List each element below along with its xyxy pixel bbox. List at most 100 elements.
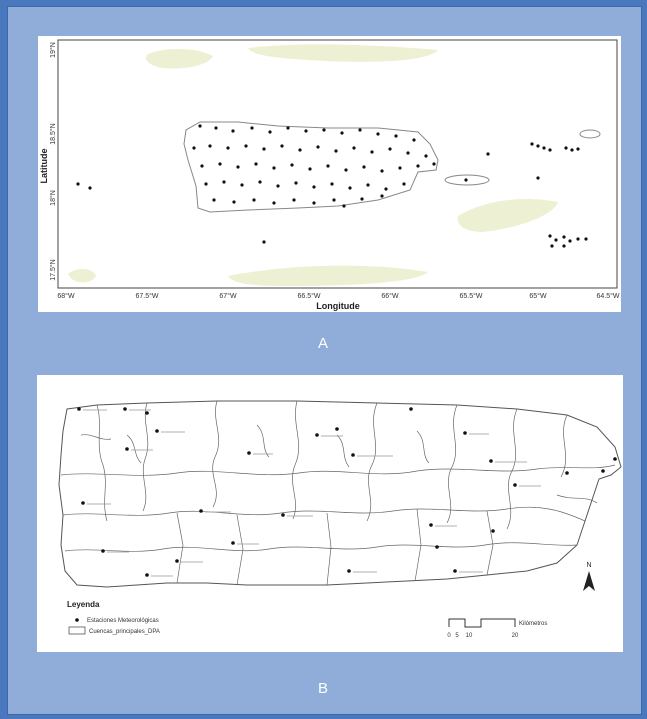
station-marker bbox=[199, 509, 203, 513]
station-dot bbox=[244, 144, 248, 148]
station-dot bbox=[330, 182, 334, 186]
x-tick-label: 68°W bbox=[57, 292, 75, 300]
legend-item-watersheds: Cuencas_principales_DPA bbox=[89, 629, 160, 635]
station-dot bbox=[272, 201, 276, 205]
watershed-boundaries bbox=[60, 400, 616, 586]
station-dot bbox=[380, 169, 384, 173]
station-dot bbox=[548, 234, 552, 238]
station-dot bbox=[584, 237, 588, 241]
scale-bar: Kilómetros 0 5 10 20 bbox=[447, 618, 547, 639]
station-marker bbox=[145, 411, 149, 415]
station-marker bbox=[155, 429, 159, 433]
station-dot bbox=[226, 146, 230, 150]
station-dot bbox=[262, 147, 266, 151]
station-dot bbox=[568, 239, 572, 243]
station-dot bbox=[262, 240, 266, 244]
station-dot bbox=[366, 183, 370, 187]
station-dot bbox=[406, 151, 410, 155]
y-tick-label: 17.5°N bbox=[49, 259, 57, 280]
station-dot bbox=[536, 176, 540, 180]
station-dot bbox=[254, 162, 258, 166]
station-dot bbox=[236, 165, 240, 169]
station-marker bbox=[429, 523, 433, 527]
station-marker bbox=[565, 471, 569, 475]
island-outline-vieques bbox=[444, 174, 490, 186]
station-dot bbox=[276, 184, 280, 188]
station-dot bbox=[536, 144, 540, 148]
station-dot bbox=[464, 178, 468, 182]
north-arrow-icon: N bbox=[583, 562, 595, 591]
land-area-island bbox=[457, 198, 558, 232]
station-dots bbox=[76, 124, 588, 248]
station-dot bbox=[76, 182, 80, 186]
station-dot bbox=[268, 130, 272, 134]
north-label: N bbox=[586, 562, 591, 569]
station-dot bbox=[292, 198, 296, 202]
station-marker bbox=[489, 459, 493, 463]
station-dot bbox=[304, 129, 308, 133]
scale-tick: 5 bbox=[455, 633, 459, 639]
station-dot bbox=[322, 128, 326, 132]
land-area-south bbox=[228, 265, 428, 286]
station-dot bbox=[204, 182, 208, 186]
y-tick-label: 18°N bbox=[49, 190, 57, 206]
station-marker bbox=[491, 529, 495, 533]
station-dot bbox=[432, 162, 436, 166]
y-tick-label: 19°N bbox=[49, 42, 57, 58]
station-marker bbox=[247, 451, 251, 455]
station-marker bbox=[281, 513, 285, 517]
station-marker bbox=[125, 447, 129, 451]
island-outline-small bbox=[579, 129, 601, 139]
station-marker bbox=[123, 407, 127, 411]
panel-label-b: B bbox=[317, 680, 328, 697]
station-dot bbox=[576, 147, 580, 151]
station-dot bbox=[316, 145, 320, 149]
station-dot bbox=[312, 185, 316, 189]
station-dot bbox=[214, 126, 218, 130]
station-marker bbox=[463, 431, 467, 435]
station-dot bbox=[208, 144, 212, 148]
station-marker bbox=[435, 545, 439, 549]
station-dot bbox=[550, 244, 554, 248]
station-markers bbox=[77, 407, 617, 577]
scale-tick: 20 bbox=[512, 633, 519, 639]
station-dot bbox=[192, 146, 196, 150]
land-area-north bbox=[248, 44, 438, 62]
station-dot bbox=[298, 148, 302, 152]
station-dot bbox=[294, 181, 298, 185]
station-dot bbox=[424, 154, 428, 158]
station-dot bbox=[240, 183, 244, 187]
station-dot bbox=[332, 198, 336, 202]
station-marker bbox=[453, 569, 457, 573]
station-marker bbox=[335, 427, 339, 431]
x-tick-label: 67.5°W bbox=[135, 292, 158, 300]
scale-tick: 0 bbox=[447, 633, 451, 639]
scale-tick: 10 bbox=[466, 633, 473, 639]
y-tick-label: 18.5°N bbox=[49, 123, 57, 144]
station-dot bbox=[308, 167, 312, 171]
station-dot bbox=[88, 186, 92, 190]
legend-watershed-symbol bbox=[68, 626, 86, 635]
scale-unit: Kilómetros bbox=[519, 621, 547, 627]
station-marker bbox=[513, 483, 517, 487]
station-map: 19°N 18.5°N 18°N 17.5°N Latitude 68°W 67… bbox=[39, 39, 620, 311]
station-name-marks bbox=[83, 409, 541, 577]
watershed-map-panel: N Leyenda Estaciones Meteorológicas Cuen… bbox=[37, 375, 623, 652]
station-dot bbox=[384, 187, 388, 191]
station-dot bbox=[212, 198, 216, 202]
station-dot bbox=[218, 162, 222, 166]
station-marker bbox=[101, 549, 105, 553]
x-tick-label: 66°W bbox=[381, 292, 399, 300]
station-dot bbox=[576, 237, 580, 241]
station-dot bbox=[200, 164, 204, 168]
land-area-south-west bbox=[68, 268, 96, 283]
station-dot bbox=[334, 149, 338, 153]
station-marker bbox=[315, 433, 319, 437]
panel-label-a: A bbox=[317, 335, 328, 352]
station-marker bbox=[409, 407, 413, 411]
station-dot bbox=[402, 182, 406, 186]
station-dot bbox=[376, 132, 380, 136]
station-dot bbox=[222, 180, 226, 184]
station-dot bbox=[562, 244, 566, 248]
station-dot bbox=[352, 146, 356, 150]
